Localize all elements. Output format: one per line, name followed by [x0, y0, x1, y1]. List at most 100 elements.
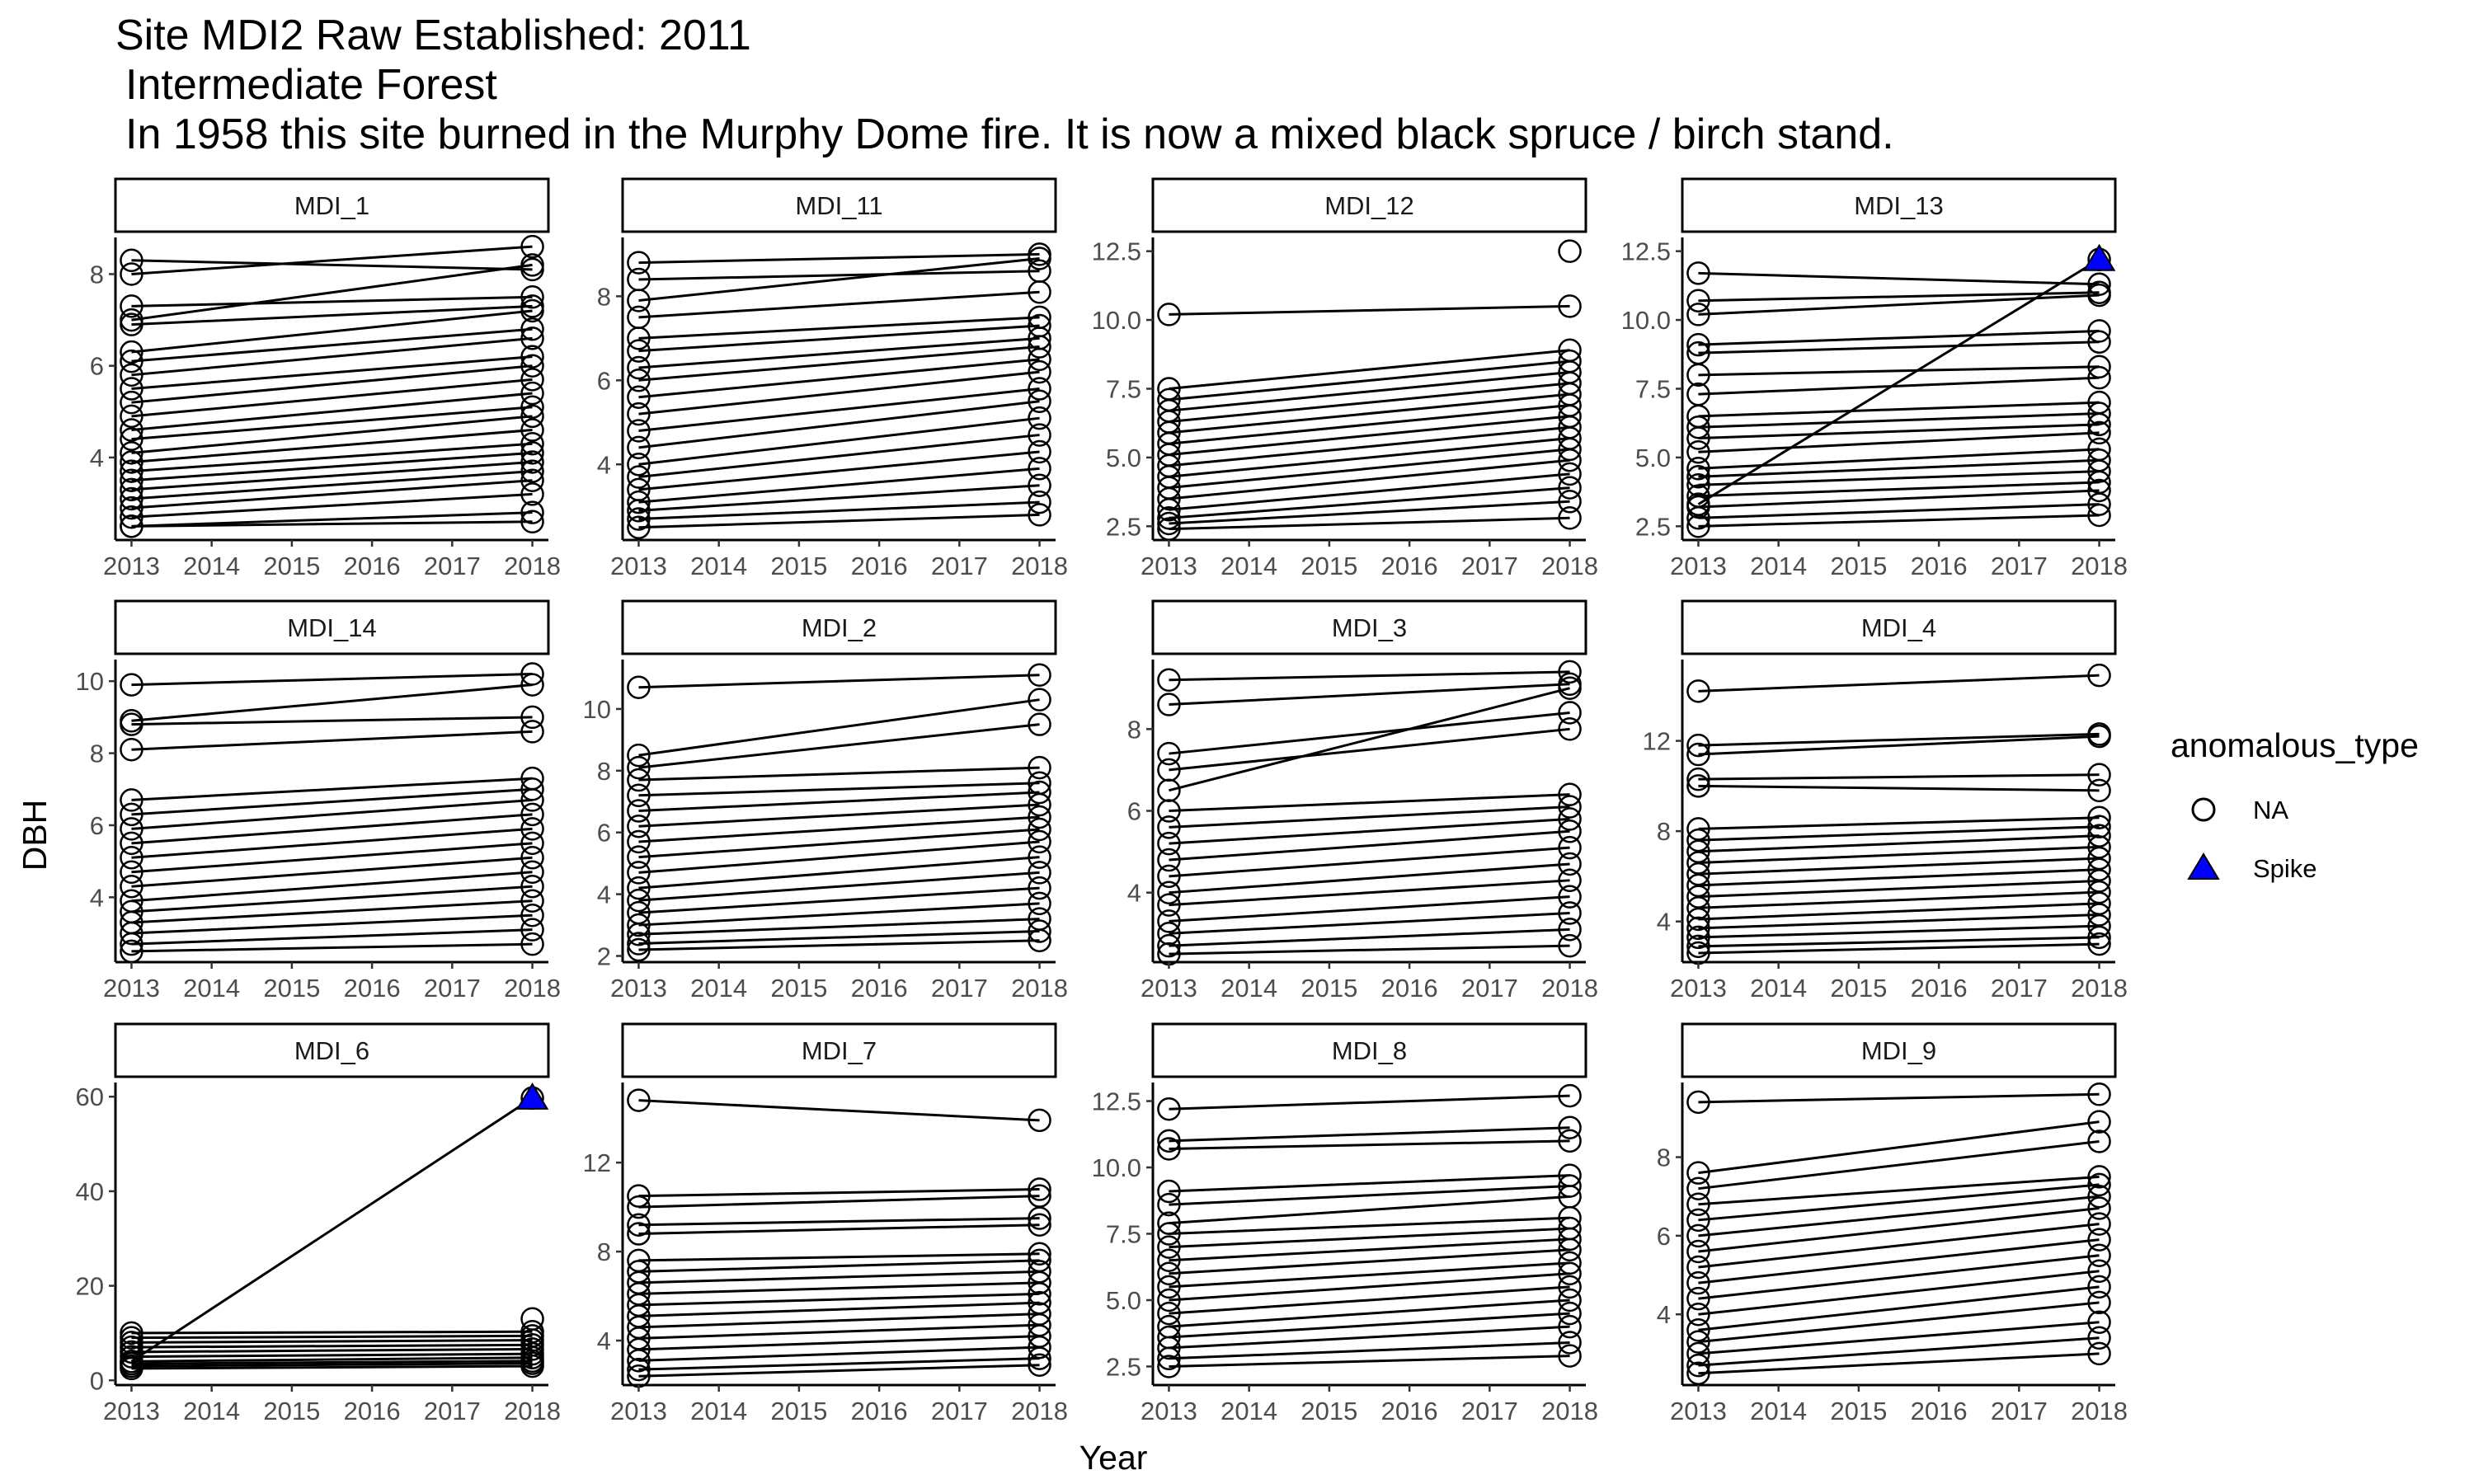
data-point-2013 [120, 712, 143, 736]
x-tick-label: 2016 [1911, 974, 1968, 1003]
data-point-2013 [120, 505, 143, 529]
facet-strip [1151, 1022, 1587, 1078]
tree-line [131, 245, 533, 275]
data-point-2018 [520, 918, 544, 942]
tree-line [1698, 294, 2100, 316]
data-point-2018 [520, 450, 544, 474]
y-tick-label: 8 [90, 740, 104, 768]
tree-line [131, 928, 533, 946]
y-tick-label: 2 [597, 942, 611, 971]
x-tick-label: 2013 [103, 1397, 160, 1425]
y-tick-label: 10 [76, 667, 104, 696]
data-point-2018 [1558, 660, 1582, 684]
data-point-2013 [120, 860, 143, 885]
tree-line [131, 1360, 533, 1365]
tree-line [638, 815, 1040, 843]
tree-line [1698, 489, 2100, 509]
x-tick-label: 2017 [1991, 552, 2048, 580]
y-axis-title: DBH [16, 800, 54, 871]
tree-line [1698, 773, 2100, 781]
data-point-2018 [2087, 891, 2111, 916]
x-tick-label: 2015 [770, 974, 827, 1003]
data-point-outlier [520, 1307, 544, 1331]
data-point-2013 [120, 459, 143, 483]
tree-line [131, 451, 533, 482]
tree-line [638, 674, 1040, 689]
data-point-2013 [120, 875, 143, 899]
data-point-2013 [627, 419, 651, 443]
data-point-2013 [120, 450, 143, 474]
data-point-2018 [1558, 933, 1582, 958]
data-point-2013 [1686, 1255, 1710, 1280]
data-point-2018 [520, 418, 544, 442]
data-point-2013 [1686, 1223, 1710, 1248]
data-point-2013 [1686, 363, 1710, 387]
tree-line [1698, 890, 2100, 909]
x-tick-label: 2018 [1011, 552, 1068, 580]
tree-line [1169, 382, 1570, 424]
tree-line [131, 364, 533, 404]
data-point-2013 [627, 1195, 651, 1219]
y-tick-label: 6 [90, 352, 104, 381]
tree-line [1169, 817, 1570, 845]
tree-line [131, 492, 533, 519]
data-point-2018 [520, 404, 544, 429]
tree-line [1169, 486, 1570, 519]
x-tick-label: 2014 [1221, 974, 1277, 1003]
data-point-2018 [2087, 903, 2111, 927]
data-point-2018 [1028, 406, 1051, 430]
y-tick-label: 5.0 [1635, 444, 1671, 472]
x-tick-label: 2018 [504, 1397, 561, 1425]
tree-line [1169, 1312, 1570, 1339]
data-point-2018 [2087, 283, 2111, 308]
data-point-2018 [1028, 335, 1051, 359]
tree-line [1698, 674, 2100, 693]
y-tick-label: 12.5 [1092, 1087, 1141, 1116]
tree-line [638, 939, 1040, 951]
data-point-2018 [1558, 819, 1582, 843]
data-point-2013 [1157, 1288, 1181, 1313]
data-point-2018 [2087, 805, 2111, 829]
y-tick-label: 8 [597, 1237, 611, 1266]
data-point-2018 [2087, 1082, 2111, 1106]
tree-line [1169, 425, 1570, 467]
tree-line [638, 856, 1040, 890]
data-point-2018 [1558, 1331, 1582, 1355]
data-point-2018 [2087, 1310, 2111, 1334]
facet-strip [1151, 599, 1587, 655]
tree-line [1169, 1139, 1570, 1150]
tree-line [638, 450, 1040, 491]
y-tick-label: 10.0 [1621, 306, 1671, 335]
data-point-2013 [1686, 742, 1710, 767]
data-point-2013 [1157, 831, 1181, 856]
x-tick-label: 2015 [1300, 974, 1357, 1003]
x-tick-label: 2013 [1141, 1397, 1197, 1425]
data-point-2018 [1028, 805, 1051, 829]
tree-line [1698, 1183, 2100, 1222]
x-tick-label: 2018 [1011, 1397, 1068, 1425]
x-tick-label: 2013 [1141, 552, 1197, 580]
data-point-2013 [1686, 1192, 1710, 1217]
data-point-2013 [627, 814, 651, 838]
tree-line [131, 460, 533, 491]
y-tick-label: 4 [597, 1327, 611, 1355]
data-point-2018 [2087, 1184, 2111, 1209]
data-point-2013 [627, 888, 651, 913]
y-tick-label: 0 [90, 1366, 104, 1395]
data-point-2013 [1686, 289, 1710, 312]
data-point-2013 [1686, 774, 1710, 798]
data-point-2013 [120, 802, 143, 827]
data-point-2018 [2087, 478, 2111, 503]
data-point-2018 [520, 846, 544, 870]
data-point-2013 [1686, 679, 1710, 703]
x-tick-label: 2016 [344, 552, 401, 580]
tree-line [1169, 944, 1570, 956]
data-point-2013 [627, 385, 651, 409]
facet-strip [621, 599, 1057, 655]
data-point-2018 [2087, 763, 2111, 787]
data-point-2018 [1028, 1206, 1051, 1230]
data-point-2018 [1558, 448, 1582, 472]
tree-line [1698, 825, 2100, 842]
data-point-2013 [1157, 1137, 1181, 1161]
tree-line [131, 798, 533, 830]
